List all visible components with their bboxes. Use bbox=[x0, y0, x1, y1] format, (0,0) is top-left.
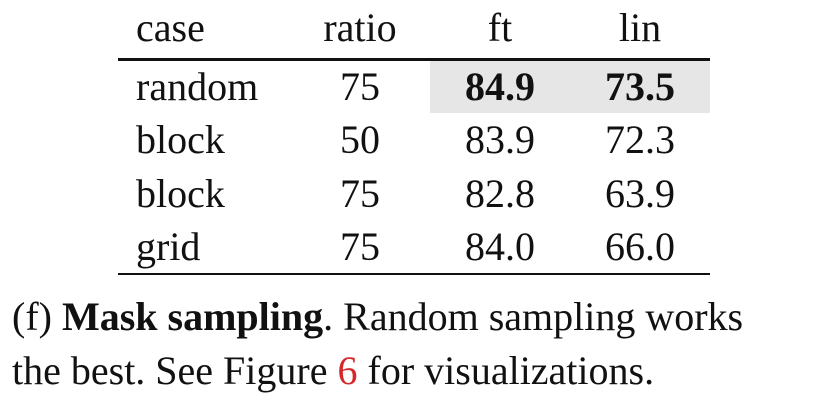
row-block50-ft: 83.9 bbox=[465, 117, 535, 162]
caption-label: (f) bbox=[12, 294, 52, 339]
row-random-case: random bbox=[136, 64, 259, 109]
row-block75-case: block bbox=[136, 171, 225, 216]
row-random-ratio: 75 bbox=[340, 64, 380, 109]
caption-text-2: the best. See Figure bbox=[12, 348, 328, 393]
table-caption: (f) Mask sampling. Random sampling works… bbox=[12, 290, 818, 398]
caption-text-1: . Random sampling works bbox=[323, 294, 744, 339]
header-case: case bbox=[136, 5, 205, 50]
header-lin: lin bbox=[618, 5, 662, 50]
table-top-rule bbox=[118, 58, 710, 61]
row-block75-ratio: 75 bbox=[340, 171, 380, 216]
row-grid-ft: 84.0 bbox=[465, 224, 535, 269]
row-random-ft: 84.9 bbox=[465, 64, 535, 109]
caption-text-3: for visualizations. bbox=[367, 348, 655, 393]
best-result-highlight bbox=[430, 61, 710, 113]
figure-ref-link[interactable]: 6 bbox=[337, 348, 358, 393]
caption-line-1: (f) Mask sampling. Random sampling works bbox=[12, 290, 818, 344]
row-block50-case: block bbox=[136, 117, 225, 162]
table-bottom-rule bbox=[118, 273, 710, 275]
row-block50-lin: 72.3 bbox=[605, 117, 675, 162]
row-grid-ratio: 75 bbox=[340, 224, 380, 269]
caption-title: Mask sampling bbox=[61, 294, 324, 339]
row-block50-ratio: 50 bbox=[340, 117, 380, 162]
row-block75-ft: 82.8 bbox=[465, 171, 535, 216]
row-random-lin: 73.5 bbox=[605, 64, 675, 109]
results-table: case ratio ft lin random 75 84.9 73.5 bl… bbox=[118, 5, 710, 275]
row-grid-case: grid bbox=[136, 224, 201, 269]
row-block75-lin: 63.9 bbox=[605, 171, 675, 216]
header-ratio: ratio bbox=[323, 5, 397, 50]
caption-line-2: the best. See Figure 6 for visualization… bbox=[12, 344, 818, 398]
header-ft: ft bbox=[487, 5, 513, 50]
row-grid-lin: 66.0 bbox=[605, 224, 675, 269]
